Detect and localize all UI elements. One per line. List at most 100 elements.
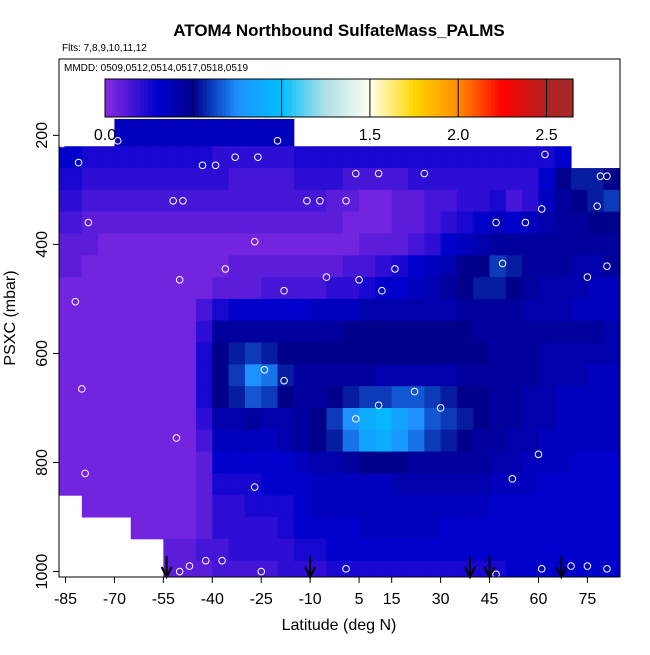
- heatmap-cell: [391, 451, 409, 474]
- heatmap-cell: [98, 364, 115, 387]
- heatmap-cell: [505, 560, 523, 578]
- heatmap-cell: [244, 189, 262, 213]
- colorbar-segment: [487, 79, 492, 117]
- colorbar-segment: [241, 79, 246, 117]
- heatmap-cell: [342, 517, 360, 540]
- heatmap-cell: [147, 298, 164, 322]
- heatmap-cell: [440, 560, 458, 578]
- heatmap-cell: [114, 320, 132, 344]
- heatmap-cell: [244, 320, 262, 344]
- flights-label: Flts: 7,8,9,10,11,12: [62, 43, 147, 54]
- heatmap-cell: [163, 211, 181, 234]
- heatmap-cell: [456, 342, 474, 365]
- heatmap-cell: [473, 146, 491, 169]
- heatmap-cell: [310, 560, 327, 578]
- heatmap-cell: [440, 517, 458, 540]
- colorbar-segment: [409, 79, 414, 117]
- heatmap-cell: [310, 517, 327, 540]
- heatmap-cell: [179, 168, 197, 191]
- heatmap-cell: [489, 495, 507, 518]
- heatmap-cell: [391, 560, 409, 578]
- heatmap-cell: [603, 538, 621, 562]
- observation-marker: [352, 169, 360, 178]
- heatmap-cell: [59, 189, 83, 213]
- heatmap-cell: [130, 320, 148, 344]
- heatmap-cell: [440, 211, 458, 234]
- heatmap-cell: [489, 211, 507, 234]
- heatmap-cell: [179, 320, 197, 344]
- heatmap-cell: [522, 320, 539, 344]
- heatmap-cell: [538, 168, 556, 191]
- heatmap-cell: [147, 517, 164, 540]
- heatmap-cell: [212, 146, 230, 169]
- heatmap-cell: [375, 146, 393, 169]
- observation-marker: [58, 139, 67, 148]
- heatmap-cell: [244, 277, 262, 300]
- heatmap-cell: [98, 298, 115, 322]
- heatmap-cell: [310, 495, 327, 518]
- heatmap-cell: [375, 211, 393, 234]
- heatmap-cell: [603, 451, 621, 474]
- heatmap-cell: [342, 451, 360, 474]
- heatmap-cell: [195, 342, 213, 365]
- heatmap-cell: [342, 386, 360, 409]
- heatmap-cell: [310, 451, 327, 474]
- heatmap-cell: [587, 168, 605, 191]
- heatmap-cell: [114, 473, 132, 496]
- heatmap-cell: [212, 189, 230, 213]
- heatmap-cell: [473, 211, 491, 234]
- heatmap-cell: [326, 233, 344, 256]
- colorbar-segment: [147, 79, 153, 117]
- colorbar-segment: [331, 79, 336, 117]
- colorbar-segment: [108, 79, 114, 117]
- observation-marker: [211, 161, 220, 170]
- heatmap-cell: [603, 342, 621, 365]
- heatmap-cell: [391, 320, 409, 344]
- heatmap-cell: [505, 211, 523, 234]
- heatmap-cell: [261, 407, 279, 431]
- heatmap-cell: [130, 342, 148, 365]
- heatmap-cell: [261, 342, 279, 365]
- heatmap-cell: [587, 560, 605, 578]
- heatmap-cell: [293, 342, 311, 365]
- heatmap-cell: [359, 168, 376, 191]
- heatmap-cell: [342, 538, 360, 562]
- heatmap-cell: [342, 298, 360, 322]
- heatmap-cell: [130, 364, 148, 387]
- heatmap-cell: [130, 386, 148, 409]
- colorbar-segment: [397, 79, 402, 117]
- heatmap-cell: [587, 255, 605, 278]
- heatmap-cell: [522, 451, 539, 474]
- heatmap-cell: [326, 211, 344, 234]
- heatmap-cell: [81, 189, 99, 213]
- heatmap-cell: [81, 168, 99, 191]
- heatmap-cell: [342, 168, 360, 191]
- colorbar-segment: [459, 79, 465, 117]
- heatmap-cell: [538, 495, 556, 518]
- heatmap-cell: [359, 517, 376, 540]
- heatmap-cell: [456, 255, 474, 278]
- heatmap-cell: [359, 429, 376, 453]
- heatmap-cell: [375, 451, 393, 474]
- heatmap-cell: [244, 342, 262, 365]
- heatmap-cell: [261, 538, 279, 562]
- heatmap-cell: [571, 211, 588, 234]
- heatmap-cell: [391, 517, 409, 540]
- colorbar-segment: [374, 79, 379, 117]
- colorbar-segment: [553, 79, 558, 117]
- heatmap-cell: [261, 495, 279, 518]
- heatmap-cell: [342, 364, 360, 387]
- x-tick-label: -55: [152, 591, 175, 608]
- observation-marker: [391, 265, 399, 273]
- heatmap-cell: [489, 342, 507, 365]
- heatmap-cell: [375, 168, 393, 191]
- heatmap-cell: [310, 320, 327, 344]
- heatmap-cell: [440, 233, 458, 256]
- heatmap-cell: [587, 538, 605, 562]
- heatmap-cell: [261, 364, 279, 387]
- heatmap-cell: [130, 255, 148, 278]
- heatmap-cell: [505, 364, 523, 387]
- heatmap-cell: [554, 255, 572, 278]
- observation-marker: [169, 196, 177, 205]
- y-axis: 200 400 600 800 1000: [34, 122, 59, 589]
